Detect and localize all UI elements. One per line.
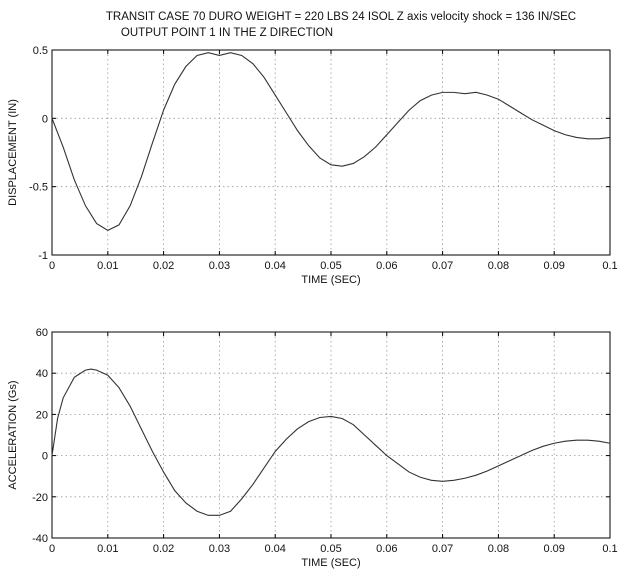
displacement-y-tick-label: -0.5 (29, 182, 48, 194)
displacement-x-tick-label: 0.04 (264, 260, 285, 272)
acceleration-y-tick-label: 60 (36, 327, 48, 339)
displacement-x-tick-label: 0.07 (432, 260, 453, 272)
acceleration-x-tick-label: 0.04 (264, 543, 285, 555)
displacement-x-tick-label: 0.01 (97, 260, 118, 272)
displacement-x-tick-label: 0.08 (488, 260, 509, 272)
acceleration-x-tick-label: 0.05 (320, 543, 341, 555)
acceleration-x-axis-label: TIME (SEC) (301, 557, 360, 569)
displacement-y-tick-label: 0 (42, 113, 48, 125)
figure-title-line-1: TRANSIT CASE 70 DURO WEIGHT = 220 LBS 24… (106, 11, 576, 23)
acceleration-y-tick-label: -40 (32, 533, 48, 545)
displacement-x-tick-label: 0.02 (153, 260, 174, 272)
acceleration-y-tick-label: 0 (42, 451, 48, 463)
displacement-plot: 0 0.01 0.02 0.03 0.04 0.05 0.06 0.07 0.08 0.09 0.1… (7, 45, 618, 286)
acceleration-x-tick-label: 0.03 (209, 543, 230, 555)
displacement-plot-area (51, 49, 611, 256)
acceleration-x-tick-label: 0.06 (376, 543, 397, 555)
acceleration-x-tick-label: 0.08 (488, 543, 509, 555)
acceleration-y-tick-label: 40 (36, 368, 48, 380)
displacement-x-tick-label: 0.05 (320, 260, 341, 272)
acceleration-series-line (51, 368, 611, 516)
displacement-series-line (51, 52, 611, 232)
displacement-y-axis-label: DISPLACEMENT (IN) (7, 99, 19, 206)
acceleration-y-tick-label: -20 (32, 492, 48, 504)
acceleration-plot: 0 0.01 0.02 0.03 0.04 0.05 0.06 0.07 0.08 0.09 0.1… (7, 327, 618, 569)
displacement-x-tick-label: 0.09 (543, 260, 564, 272)
acceleration-x-tick-label: 0.02 (153, 543, 174, 555)
acceleration-x-tick-label: 0.1 (602, 543, 617, 555)
acceleration-x-tick-label: 0.01 (97, 543, 118, 555)
displacement-x-tick-label: 0.06 (376, 260, 397, 272)
acceleration-y-axis-label: ACCELERATION (Gs) (7, 380, 19, 489)
acceleration-x-tick-label: 0 (49, 543, 55, 555)
displacement-x-tick-label: 0.03 (209, 260, 230, 272)
figure-title-line-2: OUTPUT POINT 1 IN THE Z DIRECTION (121, 27, 333, 39)
acceleration-plot-area (51, 331, 611, 539)
displacement-x-axis-label: TIME (SEC) (301, 274, 360, 286)
acceleration-x-tick-label: 0.09 (543, 543, 564, 555)
displacement-x-tick-label: 0 (49, 260, 55, 272)
acceleration-x-tick-label: 0.07 (432, 543, 453, 555)
displacement-y-tick-label: -1 (38, 250, 48, 262)
displacement-x-tick-label: 0.1 (602, 260, 617, 272)
displacement-y-tick-label: 0.5 (33, 45, 48, 57)
acceleration-y-tick-label: 20 (36, 409, 48, 421)
